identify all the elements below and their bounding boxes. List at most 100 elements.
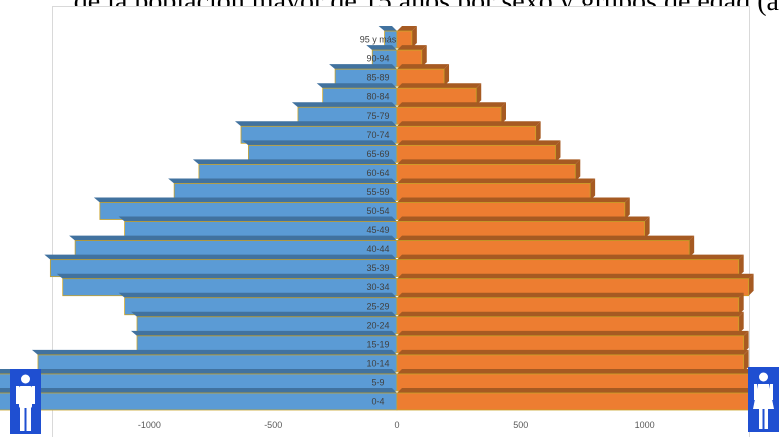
male-bar-group [93, 197, 398, 220]
male-bar-group [235, 121, 398, 144]
female-bar-top [397, 235, 695, 241]
female-bar-side [748, 273, 754, 296]
category-label: 25-29 [366, 301, 389, 311]
male-bar-top [192, 159, 397, 165]
category-label: 80-84 [366, 92, 389, 102]
female-bar-group [396, 159, 581, 182]
male-bar-top [56, 273, 398, 279]
male-bar-group [69, 235, 398, 259]
category-label: 65-69 [366, 149, 389, 159]
male-bar-top [168, 178, 397, 184]
male-bar-top [366, 45, 397, 51]
category-label: 35-39 [366, 263, 389, 273]
female-bar-group [396, 368, 779, 392]
female-bar-side [743, 349, 749, 372]
female-bar-0-4 [396, 392, 779, 411]
category-label: 90-94 [366, 54, 389, 64]
female-bar-group [396, 349, 749, 373]
female-bar-side [644, 216, 650, 239]
male-bar-top [44, 254, 398, 260]
male-bar-group [242, 140, 398, 163]
female-bar-top [397, 349, 749, 355]
female-bar-group [396, 311, 744, 335]
male-bar-group [291, 102, 398, 125]
category-label: 0-4 [371, 397, 384, 407]
female-bar-group [396, 64, 450, 87]
female-bar-side [738, 311, 744, 334]
male-bar-top [242, 140, 397, 146]
female-bar-top [397, 83, 482, 89]
female-bar-top [397, 26, 417, 32]
male-bar-top [0, 368, 397, 374]
category-label: 60-64 [366, 168, 389, 178]
male-bar-group [31, 349, 398, 373]
male-bar-top [69, 235, 398, 241]
female-bar-top [397, 254, 744, 260]
male-bar-group [131, 311, 398, 335]
female-bar-group [396, 121, 541, 144]
female-bar-group [396, 140, 561, 163]
female-bar-group [396, 235, 695, 259]
male-bar-top [378, 26, 397, 32]
female-bar-top [397, 178, 596, 184]
category-label: 30-34 [366, 282, 389, 292]
female-bar-side [476, 83, 482, 106]
female-bar-side [555, 140, 561, 163]
female-bar-side [738, 254, 744, 277]
female-bar-side [738, 292, 744, 315]
category-label: 75-79 [366, 111, 389, 121]
male-bar-top [118, 216, 397, 222]
female-bar-group [396, 26, 417, 49]
female-bar-top [397, 311, 744, 317]
female-bar-top [397, 292, 744, 298]
category-label: 95 y más [360, 35, 397, 45]
category-label: 70-74 [366, 130, 389, 140]
male-bar-top [0, 388, 397, 393]
female-bar-side [590, 178, 596, 201]
female-bar-side [689, 235, 695, 258]
female-bar-top [397, 273, 754, 279]
male-bar-top [235, 121, 397, 127]
x-tick-label: -1000 [138, 420, 161, 430]
male-bar-top [31, 349, 397, 355]
female-bar-group [396, 45, 427, 68]
female-bar-group [396, 330, 749, 354]
female-bar-group [396, 178, 596, 201]
female-bar-side [624, 197, 630, 220]
female-bar-top [397, 388, 779, 393]
x-tick-label: -500 [264, 420, 282, 430]
female-bar-group [396, 83, 482, 106]
category-label: 15-19 [366, 339, 389, 349]
female-bar-group [396, 388, 779, 411]
category-label: 85-89 [366, 73, 389, 83]
category-label: 50-54 [366, 206, 389, 216]
male-bar-0-4 [0, 392, 398, 411]
female-bar-top [397, 330, 749, 336]
female-bar-side [411, 26, 417, 49]
female-bar-top [397, 121, 541, 127]
male-bar-top [131, 311, 397, 317]
female-bar-top [397, 64, 450, 70]
x-tick-label: 1000 [635, 420, 655, 430]
male-bar-group [118, 216, 398, 239]
category-label: 40-44 [366, 244, 389, 254]
female-bar-group [396, 216, 650, 239]
female-person-icon [748, 367, 779, 432]
female-bar-top [397, 216, 650, 222]
male-bar-top [131, 330, 397, 336]
male-bar-top [118, 292, 397, 298]
category-label: 10-14 [366, 358, 389, 368]
male-bar-group [44, 254, 398, 278]
female-bar-top [397, 140, 561, 146]
female-bar-top [397, 368, 779, 374]
female-bar-side [535, 121, 541, 144]
male-bar-top [316, 83, 397, 89]
male-bar-group [118, 292, 398, 316]
male-bar-group [131, 330, 398, 354]
male-bar-top [329, 64, 397, 70]
male-bar-group [0, 388, 398, 411]
female-bar-group [396, 102, 506, 125]
female-bar-top [397, 159, 581, 165]
